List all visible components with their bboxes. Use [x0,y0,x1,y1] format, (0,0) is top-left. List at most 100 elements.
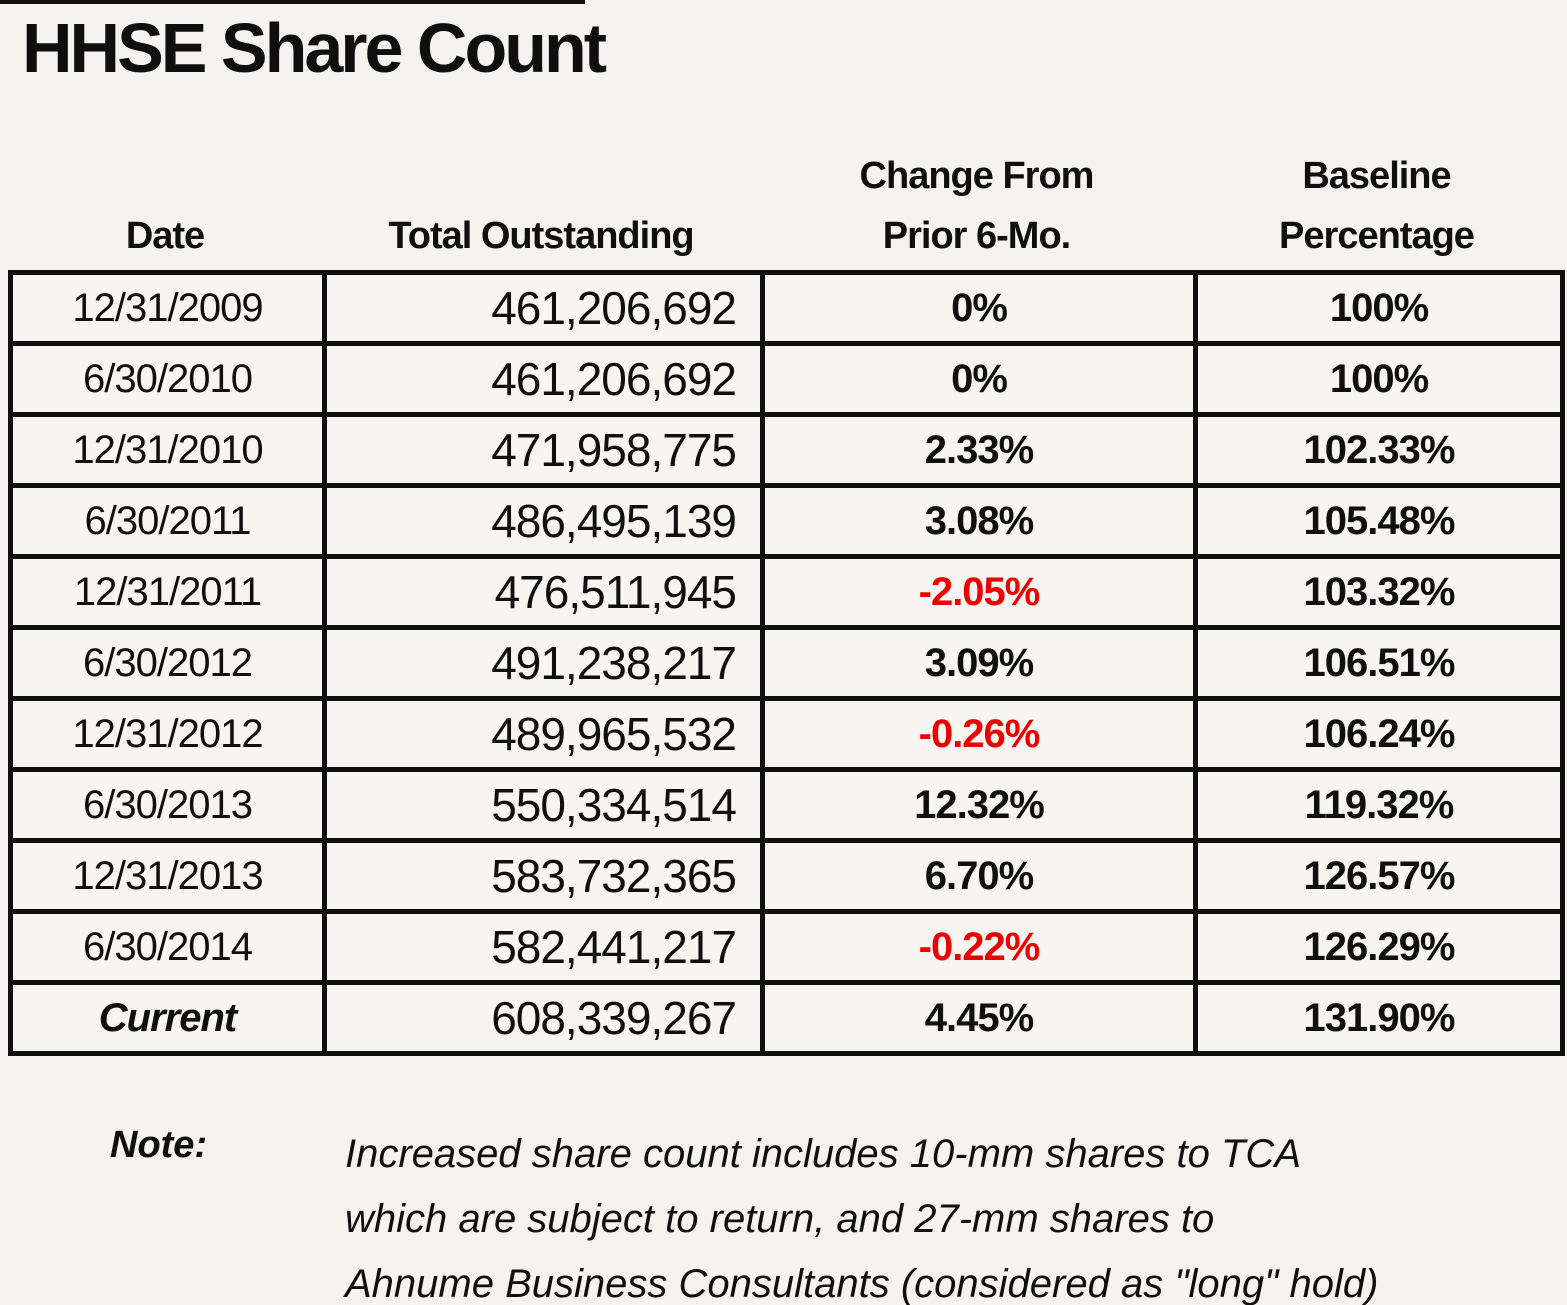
table-row: 6/30/2013 550,334,514 12.32% 119.32% [8,767,1565,843]
change-cell: 3.08% [760,483,1198,559]
table-row: 12/31/2009 461,206,692 0% 100% [8,270,1565,346]
change-cell: 3.09% [760,625,1198,701]
column-header-baseline-line2: Percentage [1279,215,1475,257]
column-header-date-label: Date [125,215,205,257]
table-column-headers: Date Total Outstanding Change From Prior… [8,146,1560,268]
total-outstanding-value: 489,965,532 [491,708,737,760]
total-outstanding-value: 491,238,217 [491,637,737,689]
baseline-value: 126.57% [1303,853,1456,898]
baseline-cell: 100% [1193,270,1565,346]
change-cell: 12.32% [760,767,1198,843]
date-cell: 12/31/2009 [8,270,327,346]
total-outstanding-value: 608,339,267 [491,992,737,1044]
baseline-cell: 131.90% [1193,980,1565,1056]
table-row: 12/31/2010 471,958,775 2.33% 102.33% [8,412,1565,488]
share-table-body: 12/31/2009 461,206,692 0% 100% 6/30/2010… [8,270,1565,1056]
note-line-1: Increased share count includes 10-mm sha… [345,1132,1301,1176]
change-value: 12.32% [914,782,1045,827]
change-value: -0.26% [918,711,1041,756]
change-cell: 6.70% [760,838,1198,914]
baseline-cell: 106.24% [1193,696,1565,772]
column-header-change: Change From Prior 6-Mo. [760,146,1193,268]
date-cell: 12/31/2013 [8,838,327,914]
column-header-date: Date [8,206,322,268]
baseline-cell: 126.29% [1193,909,1565,985]
change-value: -2.05% [918,569,1041,614]
table-row: 6/30/2011 486,495,139 3.08% 105.48% [8,483,1565,559]
baseline-value: 105.48% [1303,498,1456,543]
top-edge-strip [0,0,585,4]
date-value: 12/31/2010 [72,427,263,472]
change-value: 0% [951,285,1008,330]
baseline-cell: 105.48% [1193,483,1565,559]
note-line-2: which are subject to return, and 27-mm s… [345,1197,1215,1241]
date-value: 6/30/2012 [83,640,253,685]
date-cell: 12/31/2012 [8,696,327,772]
date-cell: 6/30/2014 [8,909,327,985]
column-header-baseline-line1: Baseline [1302,155,1451,197]
baseline-value: 126.29% [1303,924,1456,969]
date-cell: 6/30/2010 [8,341,327,417]
change-cell: 4.45% [760,980,1198,1056]
change-value: 3.08% [924,498,1034,543]
column-header-change-line1: Change From [859,155,1095,197]
baseline-value: 102.33% [1303,427,1456,472]
total-outstanding-value: 476,511,945 [494,566,737,618]
baseline-value: 119.32% [1304,782,1455,827]
table-row: 6/30/2012 491,238,217 3.09% 106.51% [8,625,1565,701]
date-value: 12/31/2013 [72,853,263,898]
date-cell: 12/31/2011 [8,554,327,630]
baseline-cell: 106.51% [1193,625,1565,701]
baseline-value: 106.51% [1303,640,1456,685]
date-cell: 6/30/2011 [8,483,327,559]
page-title: HHSE Share Count [22,9,607,87]
total-outstanding-value: 550,334,514 [491,779,737,831]
total-outstanding-cell: 486,495,139 [322,483,765,559]
date-value: 6/30/2013 [83,782,253,827]
total-outstanding-cell: 608,339,267 [322,980,765,1056]
change-cell: 0% [760,270,1198,346]
change-value: 4.45% [924,995,1034,1040]
date-value: 12/31/2012 [72,711,263,756]
column-header-total-label: Total Outstanding [388,215,694,257]
note-text: Increased share count includes 10-mm sha… [345,1122,1378,1305]
table-row: 6/30/2014 582,441,217 -0.22% 126.29% [8,909,1565,985]
baseline-cell: 119.32% [1193,767,1565,843]
total-outstanding-cell: 582,441,217 [322,909,765,985]
column-header-baseline: Baseline Percentage [1193,146,1560,268]
baseline-value: 131.90% [1303,995,1456,1040]
note-label: Note: [110,1124,208,1166]
change-cell: 0% [760,341,1198,417]
note-line-3: Ahnume Business Consultants (considered … [345,1262,1379,1305]
baseline-value: 100% [1329,285,1429,330]
table-row: 6/30/2010 461,206,692 0% 100% [8,341,1565,417]
baseline-cell: 102.33% [1193,412,1565,488]
total-outstanding-cell: 550,334,514 [322,767,765,843]
share-count-table: 12/31/2009 461,206,692 0% 100% 6/30/2010… [8,270,1565,1056]
table-row: 12/31/2011 476,511,945 -2.05% 103.32% [8,554,1565,630]
baseline-cell: 100% [1193,341,1565,417]
baseline-cell: 103.32% [1193,554,1565,630]
baseline-value: 106.24% [1303,711,1456,756]
change-cell: 2.33% [760,412,1198,488]
date-value: Current [98,995,237,1040]
date-cell: 6/30/2013 [8,767,327,843]
total-outstanding-value: 583,732,365 [491,850,737,902]
table-row: Current 608,339,267 4.45% 131.90% [8,980,1565,1056]
change-value: 2.33% [924,427,1034,472]
date-cell: Current [8,980,327,1056]
date-cell: 6/30/2012 [8,625,327,701]
total-outstanding-value: 471,958,775 [491,424,737,476]
change-value: 0% [951,356,1008,401]
total-outstanding-cell: 491,238,217 [322,625,765,701]
total-outstanding-cell: 471,958,775 [322,412,765,488]
change-value: 6.70% [924,853,1034,898]
date-value: 6/30/2011 [84,498,252,543]
total-outstanding-cell: 476,511,945 [322,554,765,630]
baseline-cell: 126.57% [1193,838,1565,914]
change-value: 3.09% [924,640,1034,685]
total-outstanding-value: 461,206,692 [491,282,737,334]
change-cell: -2.05% [760,554,1198,630]
total-outstanding-cell: 489,965,532 [322,696,765,772]
table-row: 12/31/2012 489,965,532 -0.26% 106.24% [8,696,1565,772]
